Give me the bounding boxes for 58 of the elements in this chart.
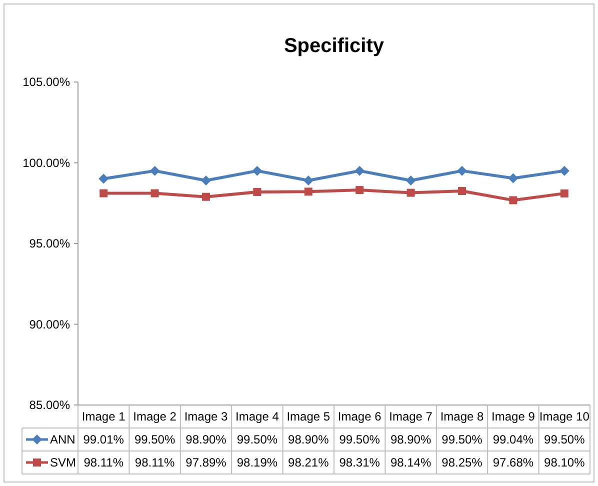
point	[150, 166, 160, 176]
point	[406, 188, 415, 197]
chart-title: Specificity	[284, 35, 385, 57]
data-label: 99.50%	[236, 432, 278, 447]
point	[508, 173, 518, 184]
x-tick-label: Image 7	[389, 410, 433, 424]
point	[201, 176, 211, 186]
point	[100, 189, 108, 198]
x-tick-label: Image 6	[338, 410, 382, 424]
data-label: 98.19%	[236, 456, 278, 470]
data-label: 98.25%	[442, 456, 483, 470]
point	[354, 166, 365, 176]
y-tick-label: 100.00%	[22, 156, 70, 170]
point	[304, 188, 312, 196]
x-tick-label: Image 2	[133, 410, 177, 424]
data-label: 98.90%	[288, 432, 330, 447]
point	[458, 187, 466, 196]
data-label: 98.21%	[288, 456, 330, 470]
data-label: 97.89%	[186, 456, 227, 470]
point	[560, 189, 568, 198]
data-label: 98.11%	[84, 456, 124, 470]
data-label: 98.31%	[339, 456, 380, 470]
point	[356, 186, 364, 194]
x-tick-label: Image 3	[184, 410, 228, 424]
point	[253, 188, 262, 196]
data-label: 98.11%	[134, 456, 176, 470]
point	[252, 166, 262, 176]
data-label: 99.50%	[544, 432, 586, 447]
x-tick-label: Image 5	[286, 410, 330, 424]
x-tick-label: Image 10	[539, 410, 590, 424]
y-tick-label: 90.00%	[29, 317, 70, 332]
point	[509, 196, 518, 204]
x-tick-label: Image 9	[492, 410, 536, 424]
legend-label: ANN	[50, 432, 76, 447]
legend-label: SVM	[50, 456, 76, 470]
data-label: 97.68%	[492, 456, 534, 470]
point	[150, 189, 159, 198]
x-tick-label: Image 4	[236, 410, 280, 424]
x-tick-label: Image 8	[440, 410, 484, 424]
data-label: 98.14%	[390, 456, 432, 470]
y-tick-label: 95.00%	[29, 236, 70, 251]
y-tick-label: 85.00%	[29, 398, 70, 412]
data-label: 99.01%	[83, 432, 124, 447]
data-label: 99.04%	[492, 432, 534, 447]
point	[202, 192, 210, 201]
data-label: 98.90%	[186, 432, 227, 447]
x-tick-label: Image 1	[82, 410, 126, 424]
data-label: 99.50%	[339, 432, 380, 447]
point	[457, 166, 467, 176]
point	[406, 176, 416, 186]
data-label: 98.90%	[390, 432, 432, 447]
point	[559, 166, 570, 176]
data-label: 98.10%	[544, 456, 586, 470]
point	[98, 174, 109, 184]
point	[303, 176, 314, 186]
y-tick-label: 105.00%	[22, 75, 70, 90]
data-label: 99.50%	[442, 432, 483, 447]
data-label: 99.50%	[134, 432, 176, 447]
